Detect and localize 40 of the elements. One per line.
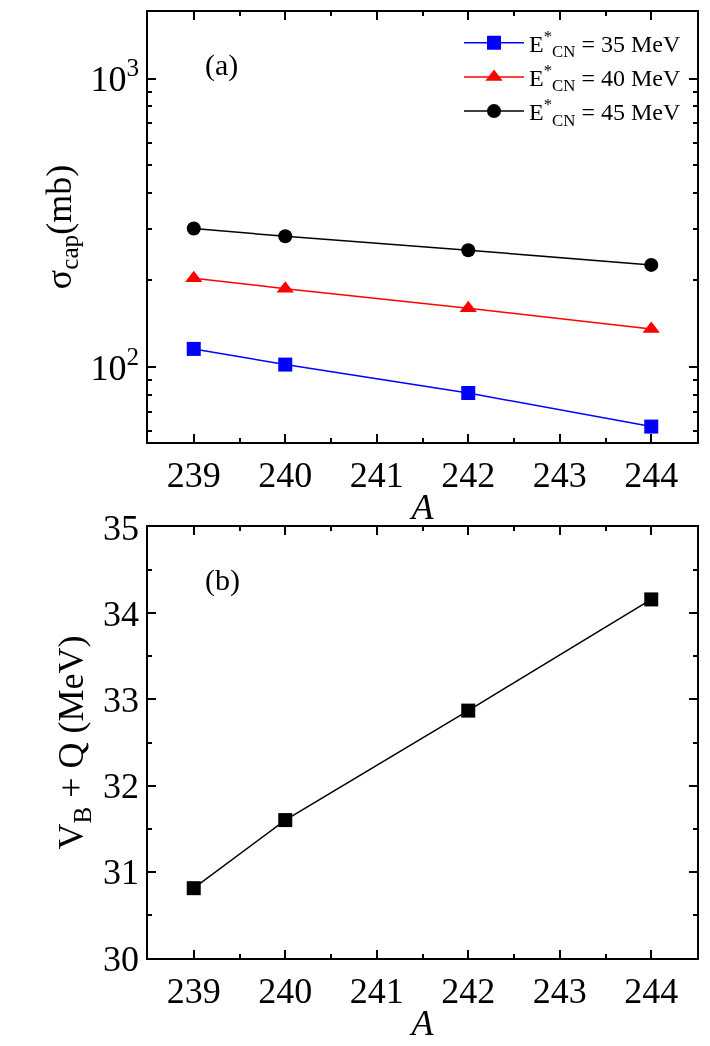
point [461, 703, 476, 718]
point [186, 341, 201, 356]
x-tick-label: 244 [624, 454, 679, 495]
point [461, 243, 476, 258]
x-tick-label: 244 [624, 970, 679, 1011]
x-tick-label: 239 [166, 970, 221, 1011]
y-tick-label: 30 [103, 938, 140, 979]
x-tick-label: 243 [532, 454, 587, 495]
point [278, 813, 293, 828]
y-tick-label: 34 [103, 593, 140, 634]
point [186, 221, 201, 236]
annotation: (a) [205, 48, 239, 82]
point [461, 386, 476, 401]
annotation: (b) [205, 563, 240, 597]
point [278, 229, 293, 244]
x-axis-title: A [409, 1003, 435, 1044]
legend-label: E$^{*}$$_{CN}$ = 40 MeV [529, 61, 681, 96]
point [644, 257, 659, 272]
y-tick-label: 33 [103, 680, 140, 720]
y-tick-label: 32 [103, 766, 140, 807]
x-tick-label: 242 [441, 970, 496, 1011]
y-tick-label: 10$^{2}$ [90, 342, 140, 388]
y-tick-label: 31 [103, 852, 140, 893]
y-tick-label: 10$^{3}$ [90, 53, 140, 100]
point [278, 357, 293, 372]
legend-label: E$^{*}$$_{CN}$ = 35 MeV [529, 26, 681, 62]
x-tick-label: 239 [166, 454, 221, 495]
point [186, 881, 201, 896]
x-tick-label: 242 [441, 454, 496, 495]
x-tick-label: 243 [532, 970, 587, 1011]
x-tick-label: 241 [349, 970, 404, 1011]
point [185, 270, 203, 283]
x-tick-label: 240 [258, 970, 313, 1011]
x-tick-label: 241 [349, 454, 404, 495]
point [644, 592, 659, 607]
legend-label: E$^{*}$$_{CN}$ = 45 MeV [529, 95, 681, 130]
x-axis-title: A [409, 487, 435, 528]
x-tick-label: 240 [258, 454, 313, 495]
y-tick-label: 35 [103, 507, 140, 548]
point [644, 419, 659, 434]
